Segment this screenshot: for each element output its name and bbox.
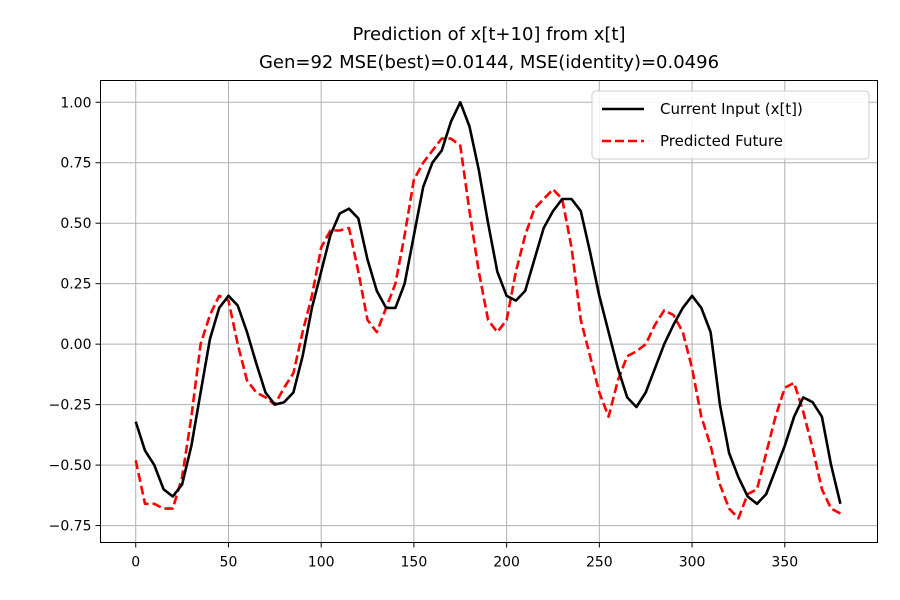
y-tick-label: −0.25 [49, 398, 92, 414]
series-line-current-input [134, 101, 842, 506]
x-tick-label: 350 [771, 555, 798, 571]
x-tick-label: 250 [586, 555, 613, 571]
legend: Current Input (x[t]) Predicted Future [591, 90, 870, 160]
plot-frame [100, 80, 878, 543]
y-tick-label: −0.50 [49, 458, 92, 474]
series-line-predicted-future [134, 137, 842, 520]
legend-label: Predicted Future [660, 132, 783, 150]
x-tick-label: 300 [679, 555, 706, 571]
y-tick-label: 0.50 [60, 216, 91, 232]
y-tick-label: −0.75 [49, 519, 92, 535]
y-tick-label: 1.00 [60, 95, 91, 111]
plot-series [134, 101, 842, 520]
legend-box [591, 90, 870, 160]
x-tick-label: 0 [131, 555, 140, 571]
x-tick-label: 150 [401, 555, 428, 571]
x-tick-label: 200 [493, 555, 520, 571]
y-tick-label: 0.00 [60, 337, 91, 353]
legend-label: Current Input (x[t]) [660, 100, 803, 118]
chart-subtitle: Gen=92 MSE(best)=0.0144, MSE(identity)=0… [259, 52, 719, 73]
y-tick-label: 0.75 [60, 156, 91, 172]
axis-ticks: 0 50 100 150 200 250 300 350 −0.75 −0.50 −0.25 0.00… [49, 95, 799, 570]
x-tick-label: 100 [308, 555, 335, 571]
x-tick-label: 50 [220, 555, 238, 571]
y-tick-label: 0.25 [60, 277, 91, 293]
chart-title: Prediction of x[t+10] from x[t] [352, 24, 625, 45]
